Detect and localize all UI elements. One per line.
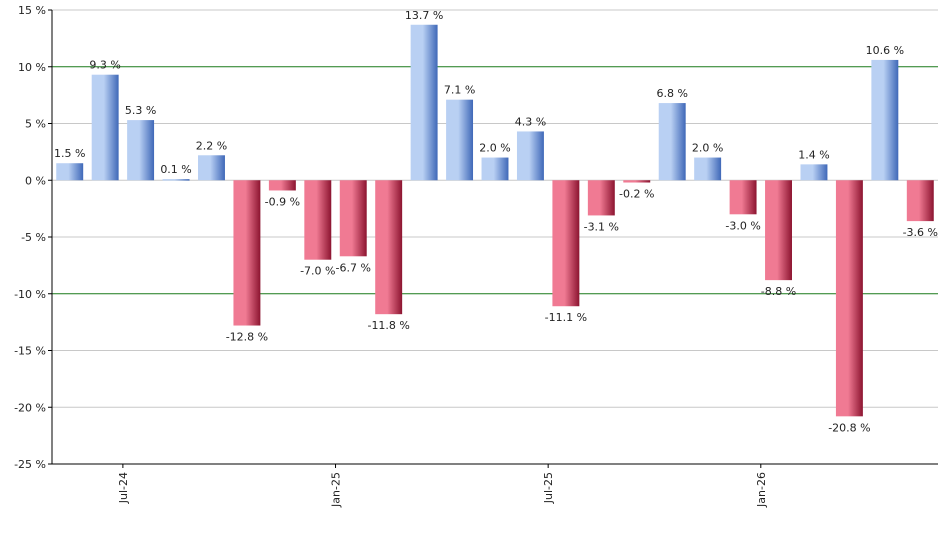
data-labels: 1.5 % 9.3 % 5.3 % 0.1 % 2.2 % -12.8 % -0.9 % -7…	[54, 9, 938, 435]
data-label: -0.2 %	[619, 188, 654, 201]
data-label: -3.0 %	[725, 219, 760, 232]
y-tick-label: -20 %	[14, 401, 46, 414]
bar	[162, 179, 190, 181]
bar	[91, 74, 119, 181]
data-label: 5.3 %	[125, 104, 156, 117]
bar	[906, 180, 934, 222]
bar	[375, 180, 403, 315]
data-label: 1.4 %	[798, 148, 829, 161]
bar	[446, 99, 474, 181]
data-label: -7.0 %	[300, 265, 335, 278]
data-label: 2.2 %	[196, 139, 227, 152]
bar	[127, 120, 155, 181]
bar	[871, 59, 899, 181]
data-label: -8.8 %	[761, 285, 796, 298]
data-label: 10.6 %	[866, 44, 904, 57]
bar	[304, 180, 332, 260]
bar	[587, 180, 615, 216]
bar	[552, 180, 580, 307]
bar	[694, 157, 722, 181]
axes: 15 % 10 % 5 % 0 % -5 % -10 % -15 % -20 % -25 % Ju…	[14, 4, 938, 508]
x-tick-label: Jan-26	[755, 472, 768, 508]
data-label: 2.0 %	[479, 142, 510, 155]
data-label: 4.3 %	[515, 115, 546, 128]
x-tick-label: Jul-24	[117, 472, 130, 504]
data-label: -6.7 %	[336, 261, 371, 274]
data-label: 1.5 %	[54, 147, 85, 160]
bar	[198, 155, 225, 181]
y-tick-label: -10 %	[14, 288, 46, 301]
bar	[835, 180, 863, 417]
bar	[410, 24, 438, 181]
data-label: -12.8 %	[226, 331, 268, 344]
bar	[729, 180, 757, 215]
data-label: 0.1 %	[160, 163, 191, 176]
y-tick-label: 10 %	[18, 61, 46, 74]
bar	[481, 157, 509, 181]
data-label: -20.8 %	[828, 421, 870, 434]
y-tick-label: 5 %	[25, 118, 46, 131]
bar	[765, 180, 792, 281]
x-tick-label: Jul-25	[542, 472, 555, 504]
bar	[56, 163, 84, 181]
gridlines	[52, 9, 938, 465]
bar	[339, 180, 367, 257]
y-tick-label: 15 %	[18, 4, 46, 17]
data-label: -3.6 %	[903, 226, 938, 239]
x-tick-label: Jan-25	[330, 472, 343, 508]
data-label: 13.7 %	[405, 9, 443, 22]
y-tick-label: -25 %	[14, 458, 46, 471]
bar	[658, 103, 686, 181]
y-tick-label: 0 %	[25, 174, 46, 187]
y-tick-label: -5 %	[21, 231, 46, 244]
bar	[800, 164, 828, 181]
data-label: 7.1 %	[444, 84, 475, 97]
bar	[516, 131, 544, 181]
data-label: -11.1 %	[545, 311, 587, 324]
bar	[623, 180, 651, 183]
data-label: 9.3 %	[89, 59, 120, 72]
data-label: -0.9 %	[265, 195, 300, 208]
bar	[268, 180, 296, 191]
data-label: -3.1 %	[584, 220, 619, 233]
y-tick-label: -15 %	[14, 345, 46, 358]
bar	[233, 180, 261, 326]
data-label: 6.8 %	[656, 87, 687, 100]
data-label: -11.8 %	[367, 319, 409, 332]
data-label: 2.0 %	[692, 142, 723, 155]
bars	[56, 24, 934, 417]
